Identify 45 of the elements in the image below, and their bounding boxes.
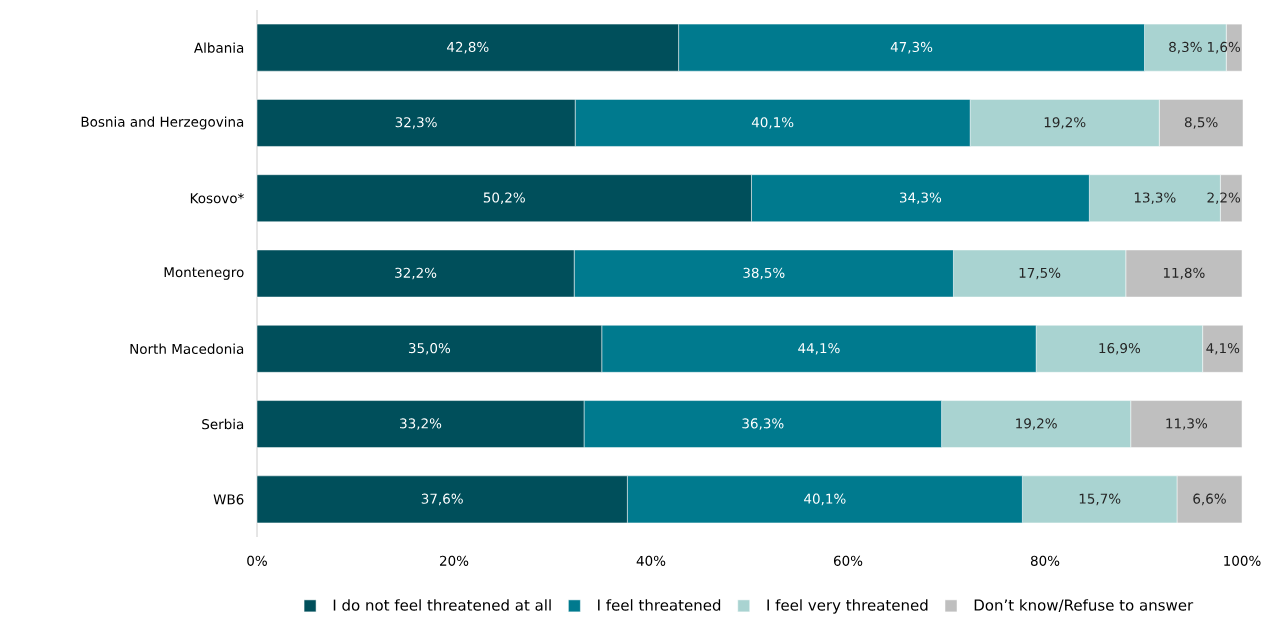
data-label: 33,2% bbox=[400, 418, 442, 430]
data-label: 11,3% bbox=[1166, 418, 1208, 430]
data-label: 47,3% bbox=[890, 41, 933, 54]
data-label: 36,3% bbox=[742, 418, 784, 430]
data-label: 37,6% bbox=[421, 493, 463, 506]
data-label: 11,8% bbox=[1163, 267, 1205, 280]
data-label: 2,2% bbox=[1207, 192, 1241, 204]
data-label: 17,5% bbox=[1019, 267, 1061, 280]
legend-label: I feel very threatened bbox=[767, 599, 928, 614]
data-label: 35,0% bbox=[408, 342, 451, 355]
x-tick-label: 20% bbox=[439, 555, 469, 566]
data-label: 16,9% bbox=[1099, 342, 1141, 355]
x-tick-label: 0% bbox=[247, 555, 267, 566]
data-label: 15,7% bbox=[1079, 493, 1121, 506]
x-tick-label: 60% bbox=[833, 555, 863, 566]
y-tick-label: WB6 bbox=[213, 494, 244, 505]
y-tick-label: Bosnia and Herzegovina bbox=[81, 116, 244, 130]
data-label: 19,2% bbox=[1016, 418, 1057, 430]
x-tick-label: 80% bbox=[1030, 555, 1060, 566]
data-label: 32,3% bbox=[395, 117, 437, 129]
data-label: 6,6% bbox=[1193, 493, 1226, 506]
data-label: 40,1% bbox=[804, 493, 846, 506]
x-tick-label: 40% bbox=[636, 555, 666, 566]
y-tick-label: Montenegro bbox=[164, 267, 244, 280]
y-tick-label: Serbia bbox=[202, 418, 244, 430]
data-label: 1,6% bbox=[1208, 41, 1241, 54]
data-label: 50,2% bbox=[483, 192, 525, 204]
legend-label: I do not feel threatened at all bbox=[333, 599, 551, 611]
legend-label: Don’t know/Refuse to answer bbox=[974, 599, 1194, 612]
legend-label: I feel threatened bbox=[598, 599, 721, 611]
data-label: 34,3% bbox=[900, 192, 942, 204]
data-label: 13,3% bbox=[1134, 192, 1176, 204]
y-tick-label: Albania bbox=[194, 42, 244, 53]
data-label: 32,2% bbox=[395, 267, 437, 280]
data-label: 40,1% bbox=[751, 117, 794, 129]
x-tick-label: 100% bbox=[1224, 555, 1261, 566]
data-label: 42,8% bbox=[447, 41, 489, 54]
data-label: 19,2% bbox=[1044, 117, 1086, 129]
data-label: 4,1% bbox=[1206, 342, 1240, 355]
data-label: 38,5% bbox=[743, 267, 785, 280]
y-tick-label: Kosovo* bbox=[190, 193, 244, 204]
data-label: 8,5% bbox=[1184, 117, 1218, 129]
data-label: 44,1% bbox=[798, 342, 840, 355]
data-label: 8,3% bbox=[1169, 41, 1202, 54]
y-tick-label: North Macedonia bbox=[130, 343, 244, 355]
